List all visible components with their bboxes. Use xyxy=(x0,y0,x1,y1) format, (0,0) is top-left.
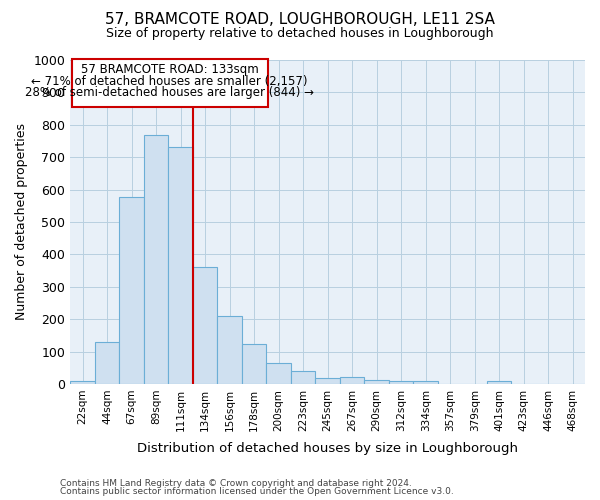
X-axis label: Distribution of detached houses by size in Loughborough: Distribution of detached houses by size … xyxy=(137,442,518,455)
Text: 57, BRAMCOTE ROAD, LOUGHBOROUGH, LE11 2SA: 57, BRAMCOTE ROAD, LOUGHBOROUGH, LE11 2S… xyxy=(105,12,495,28)
Bar xyxy=(389,382,413,384)
Bar xyxy=(364,380,389,384)
Bar xyxy=(242,344,266,384)
Bar xyxy=(193,266,217,384)
Bar xyxy=(70,380,95,384)
Bar xyxy=(119,196,144,384)
Bar xyxy=(487,380,511,384)
Bar xyxy=(169,148,193,384)
Bar xyxy=(144,135,169,384)
Bar xyxy=(95,342,119,384)
Text: ← 71% of detached houses are smaller (2,157): ← 71% of detached houses are smaller (2,… xyxy=(31,74,308,88)
Text: Size of property relative to detached houses in Loughborough: Size of property relative to detached ho… xyxy=(106,28,494,40)
FancyBboxPatch shape xyxy=(71,59,268,107)
Bar xyxy=(266,363,291,384)
Bar xyxy=(217,316,242,384)
Text: Contains public sector information licensed under the Open Government Licence v3: Contains public sector information licen… xyxy=(60,487,454,496)
Bar xyxy=(316,378,340,384)
Y-axis label: Number of detached properties: Number of detached properties xyxy=(15,124,28,320)
Text: Contains HM Land Registry data © Crown copyright and database right 2024.: Contains HM Land Registry data © Crown c… xyxy=(60,479,412,488)
Text: 28% of semi-detached houses are larger (844) →: 28% of semi-detached houses are larger (… xyxy=(25,86,314,99)
Bar xyxy=(413,382,438,384)
Bar xyxy=(291,371,316,384)
Text: 57 BRAMCOTE ROAD: 133sqm: 57 BRAMCOTE ROAD: 133sqm xyxy=(80,63,259,76)
Bar xyxy=(340,378,364,384)
